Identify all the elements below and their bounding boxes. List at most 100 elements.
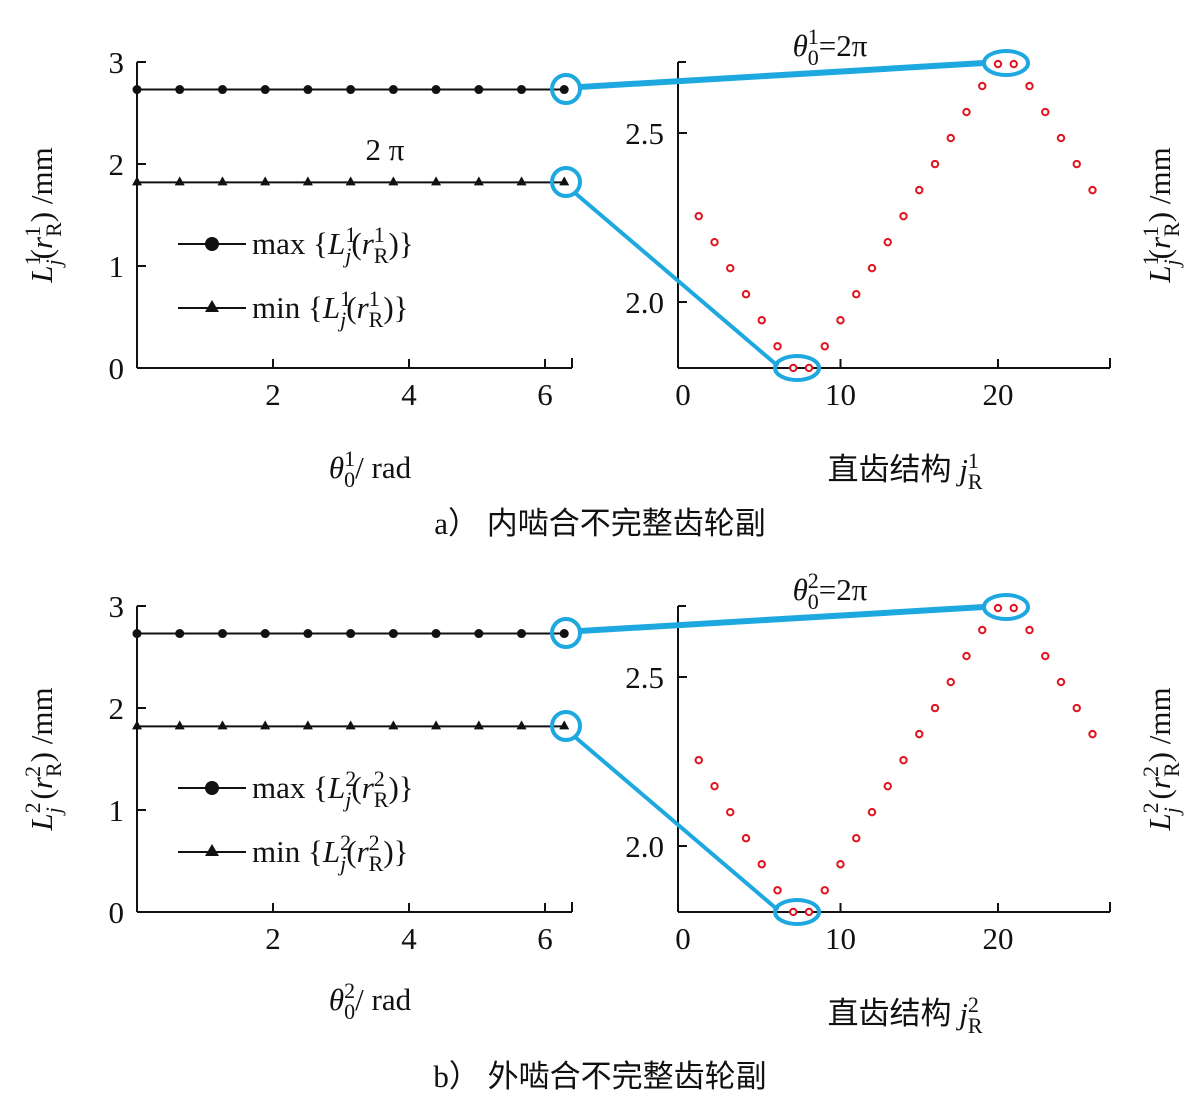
- left-x-axis-label-part: / rad: [355, 982, 411, 1017]
- right-x-axis-label-part: j: [955, 996, 968, 1031]
- point-marker-triangle: [431, 176, 442, 186]
- scatter-point: [820, 886, 829, 895]
- x-tick-label: 4: [401, 921, 417, 956]
- legend-label-part: r: [357, 834, 370, 869]
- point-marker-circle: [217, 629, 227, 639]
- right-x-axis-label-part: 直齿结构: [827, 452, 959, 487]
- point-marker-circle: [303, 85, 313, 95]
- y-tick-label: 3: [109, 589, 125, 624]
- scatter-point: [978, 81, 987, 91]
- right-chart-title-part: 0: [808, 589, 819, 614]
- highlight-ellipse-peak: [982, 593, 1030, 621]
- point-marker-triangle: [345, 176, 356, 186]
- scatter-point: [757, 860, 766, 869]
- right-y-axis-label-part: j: [1159, 259, 1184, 268]
- left-y-axis-label-part: L: [24, 265, 59, 283]
- legend-label-part: max {: [252, 770, 328, 805]
- scatter-point: [836, 316, 845, 325]
- x-tick-label: 6: [537, 377, 553, 412]
- left-y-axis-label-part: 2: [20, 766, 45, 777]
- point-marker-circle: [175, 629, 185, 639]
- scatter-point: [804, 907, 814, 917]
- scatter-point: [993, 59, 1003, 69]
- point-marker-triangle: [302, 720, 313, 730]
- scatter-point: [962, 651, 971, 661]
- scatter-point: [694, 211, 703, 221]
- x-tick-label: 0: [675, 377, 691, 412]
- legend-label-part: min {: [252, 834, 323, 869]
- y-tick-label: 1: [109, 793, 125, 828]
- x-tick-label: 0: [675, 921, 691, 956]
- legend-label-part: L: [322, 290, 340, 325]
- scatter-point: [1088, 729, 1097, 739]
- legend-label-part: 2: [340, 830, 351, 855]
- right-chart-title: θ2 0=2π: [793, 568, 868, 614]
- legend-label-part: 2: [345, 766, 356, 791]
- right-y-axis-label-part: (: [1142, 249, 1177, 259]
- right-y-axis-label-part: j: [1159, 807, 1184, 816]
- scatter-point: [1009, 603, 1018, 613]
- right-y-axis-label-part: ) /mm: [1142, 147, 1177, 222]
- scatter-point: [1056, 677, 1066, 687]
- point-marker-triangle: [388, 176, 399, 186]
- left-x-axis-label-part: 2: [344, 978, 355, 1003]
- annotation-2pi: 2 π: [366, 132, 405, 167]
- point-marker-circle: [217, 85, 227, 95]
- point-marker-circle: [517, 85, 527, 95]
- scatter-point: [804, 363, 814, 373]
- y-tick-label: 2.0: [625, 285, 664, 320]
- y-tick-label: 3: [109, 45, 125, 80]
- legend-label-part: )}: [383, 834, 408, 869]
- left-y-axis-label-part: 2: [20, 802, 45, 813]
- right-chart-title-part: 1: [808, 24, 819, 49]
- scatter-point: [1056, 133, 1066, 143]
- point-marker-circle: [132, 85, 142, 95]
- y-tick-label: 2: [109, 691, 125, 726]
- scatter-point: [789, 907, 798, 917]
- point-marker-circle: [474, 629, 484, 639]
- point-marker-circle: [559, 629, 569, 639]
- legend-label-part: 2: [374, 766, 385, 791]
- point-marker-circle: [260, 629, 270, 639]
- right-chart-title-part: θ: [793, 572, 808, 607]
- point-marker-circle: [431, 85, 441, 95]
- scatter-point: [899, 755, 908, 765]
- scatter-point: [694, 755, 703, 765]
- scatter-point: [852, 290, 861, 299]
- highlight-ellipse-peak: [982, 49, 1030, 77]
- point-marker-circle: [474, 85, 484, 95]
- left-x-axis-label-part: 0: [344, 999, 355, 1024]
- scatter-point: [883, 237, 892, 247]
- legend-label-part: R: [374, 243, 389, 268]
- legend-label-part: )}: [388, 770, 413, 805]
- legend-label-part: 1: [369, 286, 380, 311]
- scatter-point: [789, 363, 798, 373]
- point-marker-circle: [388, 629, 398, 639]
- legend-label-part: j: [342, 787, 351, 812]
- left-y-axis-label-part: j: [41, 807, 66, 816]
- scatter-point: [1025, 625, 1034, 635]
- point-marker-triangle: [559, 176, 570, 186]
- point-marker-circle: [132, 629, 142, 639]
- point-marker-triangle: [345, 720, 356, 730]
- highlight-ellipse-trough: [773, 354, 821, 382]
- scatter-point: [1041, 107, 1050, 117]
- scatter-point: [899, 211, 908, 221]
- point-marker-triangle: [473, 176, 484, 186]
- scatter-point: [946, 133, 955, 143]
- legend-label-part: R: [374, 787, 389, 812]
- point-marker-circle: [346, 85, 356, 95]
- scatter-point: [867, 808, 877, 817]
- left-y-axis-label-part: j: [41, 259, 66, 268]
- scatter-point: [710, 781, 719, 791]
- x-tick-label: 6: [537, 921, 553, 956]
- right-x-axis-label-part: 1: [968, 448, 979, 473]
- right-x-axis-label: 直齿结构 j2 R: [827, 992, 982, 1038]
- right-x-axis-label-part: 直齿结构: [827, 996, 959, 1031]
- legend-label-part: j: [337, 307, 346, 332]
- left-y-axis-label-part: R: [41, 222, 66, 237]
- legend-label-part: 1: [340, 286, 351, 311]
- point-marker-triangle: [516, 176, 527, 186]
